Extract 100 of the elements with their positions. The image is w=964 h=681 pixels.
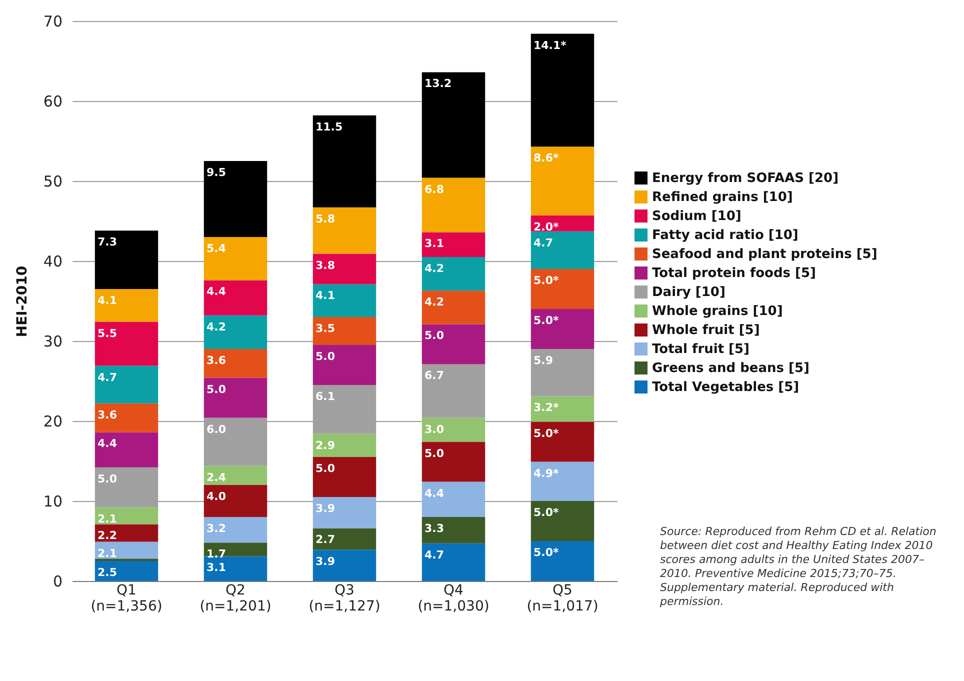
y-tick-label: 40	[43, 252, 62, 270]
data-label: 4.2	[206, 320, 226, 334]
bar	[204, 237, 268, 280]
data-label: 4.1	[98, 294, 117, 307]
data-label: 5.9	[534, 354, 553, 367]
legend-label: Seafood and plant proteins [5]	[652, 247, 878, 262]
data-label: 4.2	[424, 296, 444, 309]
bar	[530, 422, 594, 462]
data-label: 6.1	[316, 390, 335, 403]
bar	[312, 284, 376, 317]
bar	[312, 115, 376, 208]
data-label: 3.2	[206, 522, 226, 535]
legend-label: Sodium [10]	[652, 209, 742, 224]
bar	[530, 396, 594, 422]
legend-label: Refined grains [10]	[652, 190, 793, 205]
bar	[422, 418, 486, 442]
data-label: 6.8	[424, 182, 444, 196]
data-label: 3.9	[316, 554, 335, 568]
bar	[94, 322, 158, 366]
bar	[312, 550, 376, 581]
bar	[204, 517, 268, 543]
data-label: 5.0	[316, 350, 336, 363]
data-label: 5.0*	[534, 274, 559, 287]
data-label: 4.2	[424, 262, 444, 275]
x-tick-label: Q5 (n=1,017)	[526, 582, 598, 614]
y-tick-label: 50	[43, 172, 62, 190]
legend-label: Energy from SOFAAS [20]	[652, 171, 839, 186]
data-label: 5.0	[424, 446, 444, 460]
data-label: 2.7	[316, 533, 335, 546]
bar	[422, 72, 486, 178]
data-label: 4.4	[206, 285, 226, 298]
bar	[94, 403, 158, 432]
bar	[94, 542, 158, 559]
data-label: 3.6	[98, 408, 118, 422]
data-label: 8.6*	[534, 152, 559, 165]
bar	[94, 230, 158, 289]
x-tick-label: Q1 (n=1,356)	[90, 582, 162, 614]
legend-label: Total fruit [5]	[652, 342, 750, 357]
data-label: 3.8	[316, 258, 335, 272]
y-tick-label: 30	[43, 332, 62, 350]
data-label: 2.2	[98, 529, 117, 542]
bar	[204, 466, 268, 485]
bar	[422, 290, 486, 324]
legend-label: Total protein foods [5]	[652, 266, 816, 281]
bar	[530, 269, 594, 309]
data-label: 5.4	[206, 242, 226, 255]
data-label: 3.3	[424, 522, 444, 535]
bar	[312, 207, 376, 254]
bar	[530, 501, 594, 541]
data-label: 5.0	[98, 472, 118, 486]
bar	[422, 364, 486, 418]
data-label: 3.6	[206, 354, 226, 367]
data-label: 4.4	[424, 486, 444, 500]
legend-label: Greens and beans [5]	[652, 361, 810, 376]
data-label: 3.5	[316, 322, 335, 335]
x-tick-label: Q2 (n=1,201)	[200, 582, 272, 614]
bar	[530, 231, 594, 269]
data-label: 7.3	[98, 236, 117, 249]
data-label: 4.4	[98, 437, 118, 450]
data-label: 3.1	[424, 237, 444, 250]
y-axis-title: HEI-2010	[14, 266, 30, 338]
bar	[204, 161, 268, 237]
bar	[312, 317, 376, 345]
bar	[94, 289, 158, 322]
bar	[422, 178, 486, 232]
bar	[422, 517, 486, 544]
legend-label: Dairy [10]	[652, 285, 726, 300]
data-label: 5.0*	[534, 506, 559, 519]
bar	[422, 232, 486, 257]
data-label: 11.5	[316, 120, 343, 134]
bar	[204, 485, 268, 517]
y-tick-label: 70	[43, 12, 62, 30]
bar	[204, 556, 268, 581]
bar	[94, 366, 158, 404]
data-label: 4.9*	[534, 466, 559, 480]
bar	[422, 482, 486, 517]
bar	[530, 541, 594, 581]
bar	[422, 324, 486, 364]
bar	[530, 146, 594, 216]
bar	[204, 349, 268, 378]
data-label: 9.5	[206, 166, 226, 179]
bar	[530, 309, 594, 349]
bar	[312, 528, 376, 550]
data-label: 3.9	[316, 502, 335, 515]
data-label: 3.1	[206, 561, 226, 574]
bar	[94, 524, 158, 542]
data-label: 2.5	[98, 566, 117, 579]
bar	[312, 254, 376, 284]
source-note: Source: Reproduced from Rehm CD et al. Relation between diet cost and Healthy Eating Index 2010 scores among adults in the United States 2007–2010. Preventive Medicine 2015;73;70–75. Supplementary material. Reproduced with permission.	[660, 525, 938, 609]
data-label: 2.4	[206, 470, 226, 484]
data-label: 4.7	[424, 548, 444, 562]
bar	[94, 432, 158, 468]
legend-label: Fatty acid ratio [10]	[652, 228, 798, 243]
legend-label: Whole grains [10]	[652, 304, 783, 319]
bar	[422, 543, 486, 581]
y-tick-label: 0	[52, 572, 62, 590]
data-label: 5.0	[424, 329, 444, 342]
data-label: 5.0*	[534, 314, 559, 327]
bar	[530, 349, 594, 396]
data-label: 5.8	[316, 212, 335, 226]
